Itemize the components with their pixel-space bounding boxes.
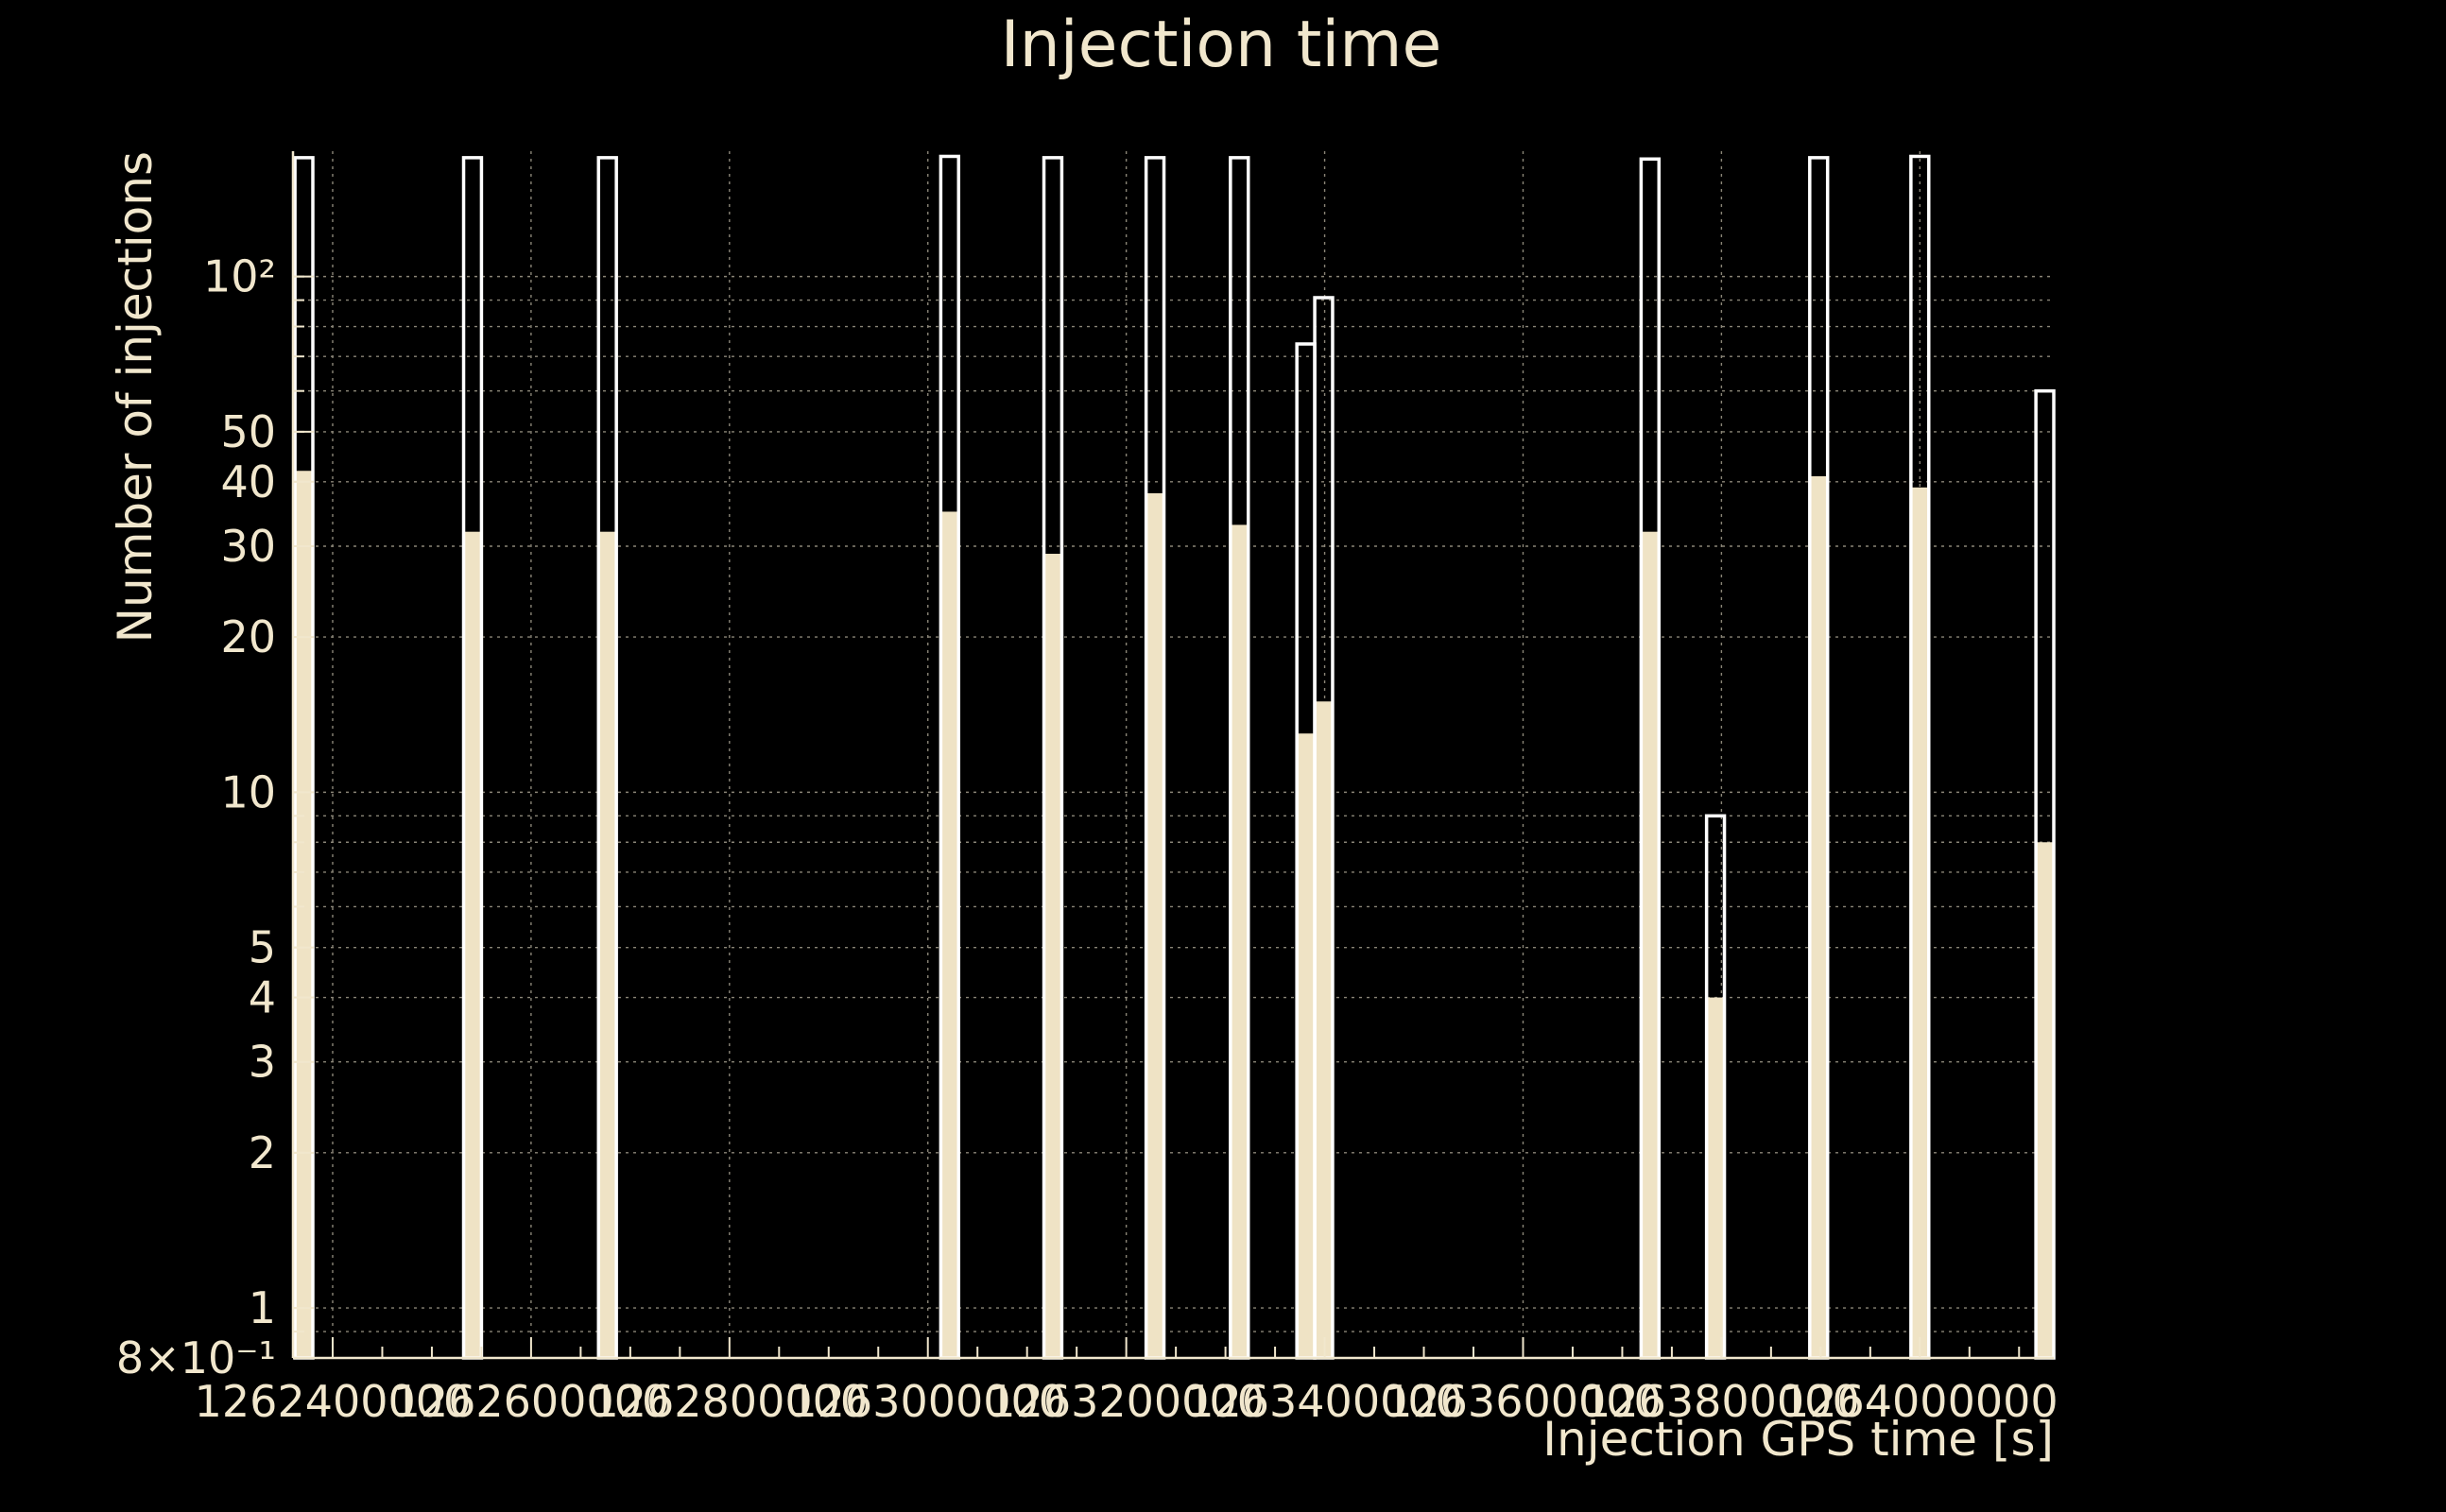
y-axis-label: Number of injections <box>108 151 163 643</box>
chart-title: Injection time <box>1001 8 1442 82</box>
y-tick-label: 50 <box>220 406 276 457</box>
y-tick-label: 1 <box>249 1282 276 1333</box>
y-tick-label: 4 <box>249 972 276 1023</box>
y-tick-label: 8×10⁻¹ <box>116 1332 276 1383</box>
y-tick-label: 20 <box>220 611 276 662</box>
filled-bar <box>1910 487 1929 1358</box>
outline-histogram <box>293 154 2056 1360</box>
x-tick-label: 1262800000 <box>591 1376 868 1427</box>
filled-bar <box>1043 554 1062 1358</box>
filled-bar <box>1809 475 1828 1358</box>
x-tick-label: 1263600000 <box>1385 1376 1662 1427</box>
x-tick-label: 1264000000 <box>1782 1376 2058 1427</box>
filled-bar <box>1297 733 1316 1358</box>
x-tick-label: 1263000000 <box>789 1376 1066 1427</box>
y-tick-label: 10² <box>203 251 276 302</box>
y-tick-label: 10 <box>220 766 276 817</box>
filled-bar <box>1145 492 1164 1358</box>
x-tick-label: 1263800000 <box>1583 1376 1860 1427</box>
y-tick-label: 3 <box>249 1037 276 1088</box>
filled-bar <box>295 471 313 1358</box>
y-tick-label: 2 <box>249 1127 276 1178</box>
filled-bar <box>2036 842 2054 1358</box>
y-tick-label: 40 <box>220 456 276 507</box>
y-tick-label: 30 <box>220 521 276 572</box>
filled-bar <box>1230 524 1249 1358</box>
y-tick-label: 5 <box>249 922 276 973</box>
filled-bar <box>463 531 482 1358</box>
filled-histogram <box>295 471 2054 1358</box>
filled-bar <box>940 511 959 1358</box>
x-tick-label: 1263200000 <box>988 1376 1265 1427</box>
x-tick-label: 1262600000 <box>393 1376 670 1427</box>
x-tick-label: 1262400000 <box>195 1376 472 1427</box>
grid-layer <box>293 151 2054 1359</box>
filled-bar <box>598 531 617 1358</box>
x-axis-label: Injection GPS time [s] <box>1542 1412 2054 1467</box>
filled-bar <box>1315 701 1333 1358</box>
filled-bar <box>1641 531 1660 1358</box>
x-tick-label: 1263400000 <box>1186 1376 1463 1427</box>
filled-bar <box>1706 997 1725 1358</box>
